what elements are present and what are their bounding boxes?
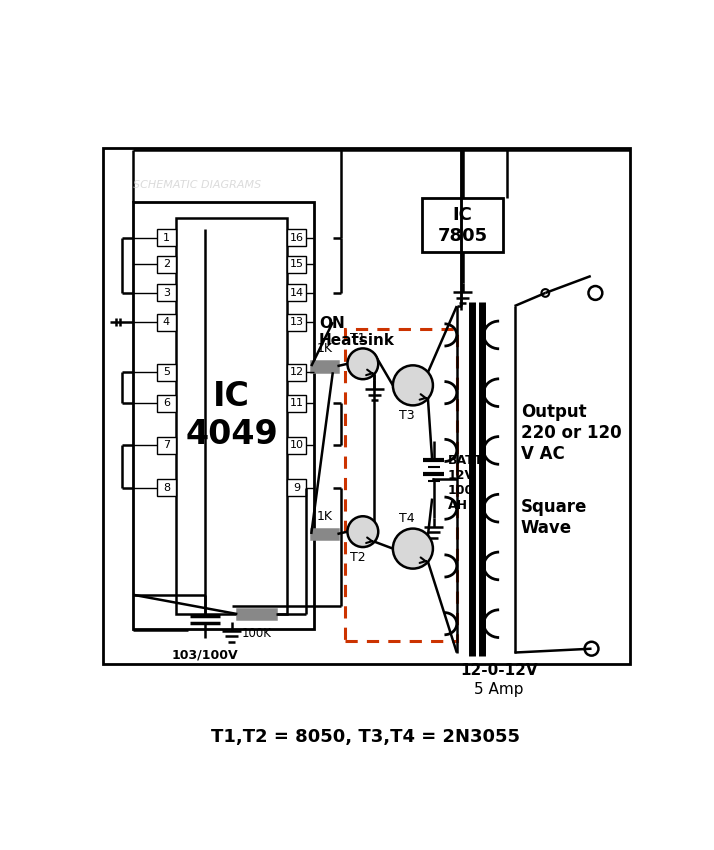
Text: 15: 15 xyxy=(290,259,303,269)
Circle shape xyxy=(348,348,378,379)
Bar xyxy=(157,394,176,411)
Text: 3: 3 xyxy=(163,288,170,298)
Text: IC
4049: IC 4049 xyxy=(185,380,278,451)
Text: 1: 1 xyxy=(163,233,170,242)
Text: 9: 9 xyxy=(293,483,300,493)
Text: 1K: 1K xyxy=(316,510,332,524)
Text: 7: 7 xyxy=(163,440,170,450)
Bar xyxy=(287,229,306,246)
Text: 4: 4 xyxy=(163,317,170,327)
Bar xyxy=(287,364,306,381)
Text: BATT.
12V
100
AH: BATT. 12V 100 AH xyxy=(448,454,486,513)
Text: T1: T1 xyxy=(351,332,366,344)
Text: 2: 2 xyxy=(163,259,170,269)
Bar xyxy=(287,437,306,454)
Text: 12-0-12V: 12-0-12V xyxy=(461,663,538,677)
Bar xyxy=(157,285,176,302)
Bar xyxy=(157,256,176,273)
Text: 1K: 1K xyxy=(316,343,332,355)
Text: 5: 5 xyxy=(163,367,170,377)
Bar xyxy=(422,198,503,252)
Bar xyxy=(287,285,306,302)
Text: T2: T2 xyxy=(351,551,366,564)
Circle shape xyxy=(348,516,378,547)
Text: IC
7805: IC 7805 xyxy=(438,206,488,245)
Bar xyxy=(157,314,176,331)
Bar xyxy=(345,329,457,641)
Bar xyxy=(103,148,630,664)
Text: 12: 12 xyxy=(290,367,303,377)
Text: 14: 14 xyxy=(290,288,303,298)
Text: 10: 10 xyxy=(290,440,303,450)
Text: 8: 8 xyxy=(163,483,170,493)
Text: 5 Amp: 5 Amp xyxy=(474,682,524,697)
Text: Output
220 or 120
V AC: Output 220 or 120 V AC xyxy=(521,403,621,463)
Text: 103/100V: 103/100V xyxy=(171,649,238,661)
Bar xyxy=(157,364,176,381)
Text: Square
Wave: Square Wave xyxy=(521,498,587,537)
Bar xyxy=(157,229,176,246)
Text: 6: 6 xyxy=(163,398,170,408)
Bar xyxy=(134,202,314,630)
Circle shape xyxy=(541,289,549,297)
Text: ON
Heatsink: ON Heatsink xyxy=(319,316,395,348)
Bar xyxy=(176,218,287,614)
Bar xyxy=(311,529,338,540)
Text: 13: 13 xyxy=(290,317,303,327)
Bar xyxy=(287,256,306,273)
Circle shape xyxy=(393,529,433,569)
Text: 16: 16 xyxy=(290,233,303,242)
Bar xyxy=(287,479,306,496)
Bar xyxy=(287,314,306,331)
Bar xyxy=(287,394,306,411)
Text: T1,T2 = 8050, T3,T4 = 2N3055: T1,T2 = 8050, T3,T4 = 2N3055 xyxy=(211,728,521,746)
Text: T4: T4 xyxy=(399,512,415,524)
Circle shape xyxy=(393,366,433,405)
Text: T3: T3 xyxy=(399,409,415,422)
Text: SCHEMATIC DIAGRAMS: SCHEMATIC DIAGRAMS xyxy=(134,180,261,190)
Text: 11: 11 xyxy=(290,398,303,408)
Bar xyxy=(157,479,176,496)
Bar xyxy=(237,609,276,620)
Text: 100K: 100K xyxy=(241,626,271,640)
Bar xyxy=(311,360,338,371)
Bar xyxy=(157,437,176,454)
